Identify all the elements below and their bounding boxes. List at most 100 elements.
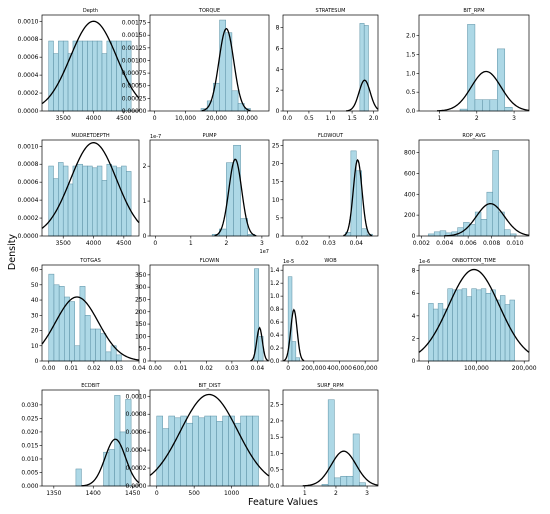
- histogram-bar: [240, 415, 247, 487]
- x-tick-label: 0.006: [460, 240, 477, 247]
- y-exponent-label: 1e-5: [283, 259, 294, 265]
- histogram-bar: [156, 415, 163, 487]
- y-tick-label: 0.00100: [122, 57, 147, 64]
- x-tick-label: 0: [153, 115, 157, 122]
- y-tick-label: 0.0: [270, 358, 280, 365]
- histogram-bar: [92, 167, 98, 237]
- x-tick-label: 3: [365, 490, 369, 497]
- y-tick-label: 400: [404, 191, 416, 198]
- histogram-bar: [222, 415, 229, 487]
- histogram-bar: [437, 303, 444, 362]
- y-tick-label: 0.0000: [126, 483, 147, 490]
- y-tick-label: 350: [135, 272, 147, 279]
- histogram-bar: [87, 165, 93, 237]
- histogram-bar: [69, 301, 75, 362]
- y-tick-label: 100: [135, 333, 147, 340]
- y-tick-label: 25: [272, 142, 280, 149]
- histogram-bar: [87, 40, 93, 112]
- y-tick-label: 0.00125: [122, 45, 147, 52]
- kde-curve: [283, 308, 305, 362]
- panel-title: ROP_AVG: [462, 133, 485, 139]
- figure-x-label: Feature Values: [248, 497, 318, 508]
- y-tick-label: 2.0: [406, 33, 416, 40]
- y-tick-label: 0.00150: [122, 32, 147, 39]
- histogram-bar: [72, 165, 79, 237]
- x-tick-label: 2: [475, 115, 479, 122]
- y-tick-label: 6: [412, 290, 416, 297]
- histogram-bar: [246, 415, 253, 487]
- x-tick-label: 600,000: [353, 365, 378, 372]
- y-tick-label: 1.0: [270, 450, 280, 457]
- kde-curve: [346, 79, 379, 112]
- kde-curve: [302, 450, 379, 487]
- panel-title: TORQUE: [198, 8, 220, 14]
- x-tick-label: 0.01: [65, 365, 79, 372]
- kde-curve: [444, 202, 530, 237]
- histogram-bar: [461, 288, 468, 362]
- histogram-panel: BIT_DIST 0 500 1000 0.0000 0.0002 0.0004 0.0006…: [126, 383, 270, 497]
- histogram-bar: [95, 328, 101, 362]
- x-tick-label: 0: [153, 240, 157, 247]
- x-tick-label: 0: [286, 365, 290, 372]
- kde-curve: [418, 268, 530, 353]
- y-tick-label: 10: [31, 343, 39, 350]
- kde-curve: [81, 438, 140, 487]
- histogram-bar: [359, 482, 366, 487]
- histogram-bar: [219, 19, 226, 112]
- plot-frame: [41, 139, 140, 237]
- histogram-bar: [486, 191, 493, 237]
- y-tick-label: 150: [135, 321, 147, 328]
- y-tick-label: 250: [135, 296, 147, 303]
- histogram-panel: SURF_RPM 1 2 3 0.0 0.5 1.0 1.5 2.0 2.5: [270, 383, 379, 497]
- histogram-panel: PUMP 0 1 2 3 0 1 2 1e-7 1e7: [143, 133, 270, 255]
- histogram-bar: [469, 224, 476, 237]
- histogram-bar: [48, 273, 55, 362]
- x-tick-label: 10,000: [175, 115, 196, 122]
- y-tick-label: 0.0008: [126, 411, 147, 418]
- y-tick-label: 0.8: [270, 306, 280, 313]
- histogram-panel: TORQUE 0 10,000 20,000 30,000 0.00000 0.00025 0…: [122, 8, 270, 122]
- x-tick-label: 3: [260, 240, 264, 247]
- histogram-bar: [204, 415, 211, 487]
- histogram-bar: [492, 150, 499, 237]
- y-exponent-label: 1e-7: [150, 134, 161, 140]
- y-tick-label: 300: [135, 284, 147, 291]
- histogram-panel: ROP_AVG 0.002 0.004 0.006 0.008 0.010 0 200 400 6…: [404, 133, 530, 247]
- histogram-bar: [72, 40, 79, 112]
- y-tick-label: 1: [143, 198, 147, 205]
- y-tick-label: 2: [143, 163, 147, 170]
- histogram-bar: [433, 231, 441, 237]
- y-tick-label: 0.000: [21, 483, 38, 490]
- histogram-panel: BIT_RPM 1 2 3 0.0 0.5 1.0 1.5 2.0: [406, 8, 530, 122]
- y-tick-label: 0: [276, 108, 280, 115]
- x-tick-label: 1.5: [347, 115, 357, 122]
- y-tick-label: 1.2: [270, 280, 280, 287]
- x-tick-label: 4500: [116, 115, 131, 122]
- y-tick-label: 5: [276, 215, 280, 222]
- x-tick-label: 20,000: [206, 115, 227, 122]
- histogram-bar: [467, 24, 476, 112]
- y-tick-label: 1.5: [270, 434, 280, 441]
- kde-curve: [201, 27, 251, 112]
- y-tick-label: 0.0008: [18, 161, 39, 168]
- x-tick-label: 1000: [224, 490, 239, 497]
- y-tick-label: 0.0: [270, 483, 280, 490]
- x-tick-label: 1350: [46, 490, 61, 497]
- histogram-panel: Depth 3500 4000 4500 0.0000 0.0002 0.0004 0.000…: [18, 8, 140, 122]
- kde-curve: [41, 20, 140, 105]
- plot-frame: [418, 139, 530, 237]
- panel-title: BIT_DIST: [198, 383, 221, 389]
- histogram-bar: [485, 292, 491, 362]
- y-tick-label: 0.0006: [18, 179, 39, 186]
- y-tick-label: 0.0004: [126, 447, 147, 454]
- x-tick-label: 500: [188, 490, 200, 497]
- histogram-bar: [234, 422, 241, 487]
- panel-title: ECDBIT: [81, 383, 100, 389]
- y-tick-label: 0.0010: [126, 393, 147, 400]
- x-tick-label: 0.03: [110, 365, 124, 372]
- histogram-bar: [48, 165, 54, 237]
- histogram-bar: [198, 417, 205, 487]
- histogram-bar: [116, 40, 122, 112]
